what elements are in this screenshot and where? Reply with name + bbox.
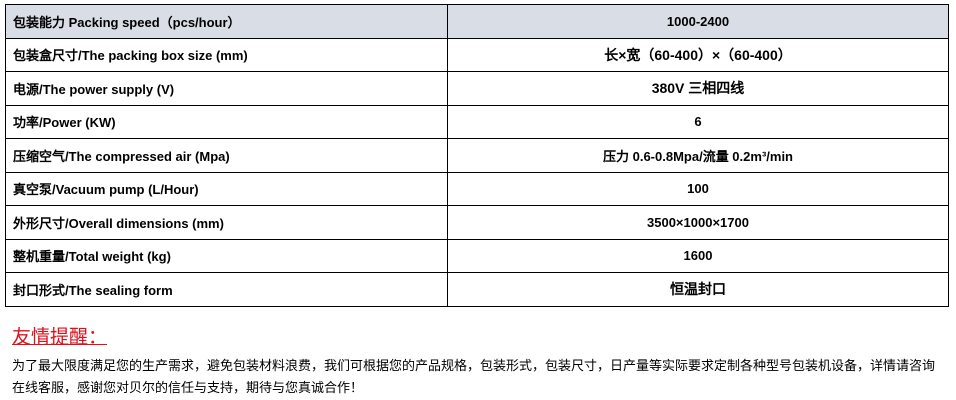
spec-row: 包装能力 Packing speed（pcs/hour） 1000-2400 xyxy=(5,4,949,39)
spec-value: 6 xyxy=(447,104,949,139)
spec-value: 1600 xyxy=(447,238,949,273)
spec-row: 压缩空气/The compressed air (Mpa) 压力 0.6-0.8M… xyxy=(5,138,949,173)
spec-row: 电源/The power supply (V) 380V 三相四线 xyxy=(5,71,949,106)
spec-label: 包装能力 Packing speed（pcs/hour） xyxy=(5,4,448,39)
spec-table: 包装能力 Packing speed（pcs/hour） 1000-2400 包装… xyxy=(5,4,949,307)
reminder-text: 为了最大限度满足您的生产需求，避免包装材料浪费，我们可根据您的产品规格，包装形式… xyxy=(12,359,936,396)
spec-row: 封口形式/The sealing form 恒温封口 xyxy=(5,272,949,307)
spec-label: 功率/Power (KW) xyxy=(5,104,448,139)
spec-value: 380V 三相四线 xyxy=(447,71,949,106)
spec-label: 真空泵/Vacuum pump (L/Hour) xyxy=(5,171,448,206)
spec-label: 电源/The power supply (V) xyxy=(5,71,448,106)
spec-row: 整机重量/Total weight (kg) 1600 xyxy=(5,238,949,273)
spec-value: 100 xyxy=(447,171,949,206)
spec-value: 长×宽（60-400）×（60-400） xyxy=(447,37,949,72)
spec-label: 外形尺寸/Overall dimensions (mm) xyxy=(5,205,448,240)
spec-label: 封口形式/The sealing form xyxy=(5,272,448,307)
spec-label: 压缩空气/The compressed air (Mpa) xyxy=(5,138,448,173)
spec-label: 整机重量/Total weight (kg) xyxy=(5,238,448,273)
spec-value: 压力 0.6-0.8Mpa/流量 0.2m³/min xyxy=(447,138,949,173)
spec-value: 恒温封口 xyxy=(447,272,949,307)
spec-value: 1000-2400 xyxy=(447,4,949,39)
spec-row: 外形尺寸/Overall dimensions (mm) 3500×1000×17… xyxy=(5,205,949,240)
spec-row: 功率/Power (KW) 6 xyxy=(5,104,949,139)
spec-row: 包装盒尺寸/The packing box size (mm) 长×宽（60-40… xyxy=(5,37,949,72)
reminder-title: 友情提醒： xyxy=(12,327,108,348)
spec-value: 3500×1000×1700 xyxy=(447,205,949,240)
spec-label: 包装盒尺寸/The packing box size (mm) xyxy=(5,37,448,72)
spec-row: 真空泵/Vacuum pump (L/Hour) 100 xyxy=(5,171,949,206)
